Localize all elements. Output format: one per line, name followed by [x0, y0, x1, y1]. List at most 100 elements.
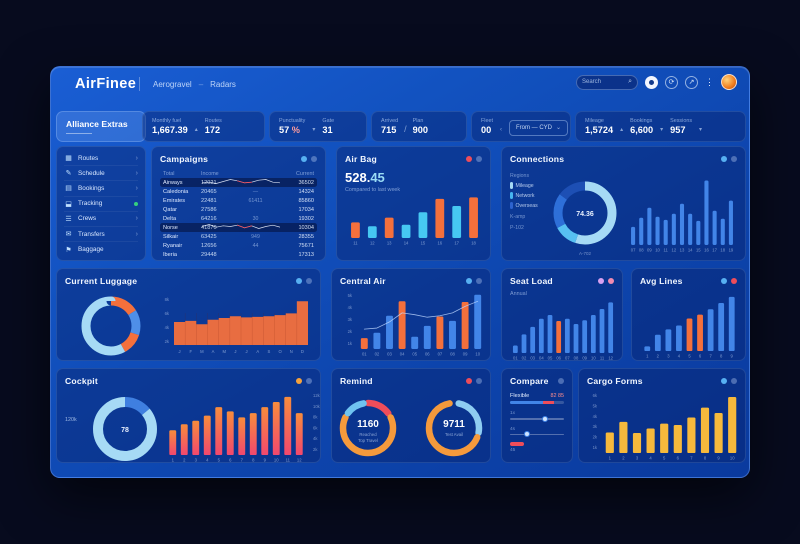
- svg-text:03: 03: [387, 352, 392, 357]
- svg-text:5k: 5k: [348, 293, 353, 298]
- svg-text:9: 9: [731, 354, 734, 359]
- status-dot: [721, 156, 727, 162]
- doc-icon: ▤: [65, 185, 72, 193]
- sidebar-item-schedule[interactable]: ✎ Schedule ›: [64, 166, 138, 182]
- sidebar-item-routes[interactable]: ▦ Routes ›: [64, 151, 138, 167]
- svg-text:13: 13: [387, 241, 392, 246]
- svg-text:8: 8: [720, 354, 723, 359]
- sidebar-item-bookings[interactable]: ▤ Bookings ›: [64, 181, 138, 197]
- breadcrumb-item[interactable]: Aerogravel: [153, 80, 192, 89]
- sidebar-item-label: Bookings: [78, 184, 105, 192]
- status-dot: [301, 156, 307, 162]
- svg-text:6k: 6k: [165, 311, 170, 316]
- avg-lines-bar-chart: 1 2 3 4 5 6 7 8 9: [640, 289, 737, 366]
- more-menu-icon[interactable]: ⋮: [705, 76, 714, 87]
- svg-text:F: F: [189, 349, 192, 354]
- panel-status-dots: [721, 278, 737, 284]
- svg-text:08: 08: [450, 352, 455, 357]
- chevron-down-icon: ⌄: [555, 125, 562, 131]
- svg-text:3k: 3k: [593, 424, 598, 429]
- panel-status-dots: [466, 156, 482, 162]
- svg-text:2: 2: [657, 354, 660, 359]
- panel-avg-lines: Avg Lines 1 2 3 4 5 6 7 8 9: [631, 268, 746, 361]
- trend-caret-icon: ‹: [499, 126, 502, 133]
- status-dot: [466, 378, 472, 384]
- panel-status-dots: [558, 378, 564, 384]
- sidebar-item-crews[interactable]: ☰ Crews ›: [64, 212, 138, 227]
- avatar[interactable]: [721, 74, 737, 90]
- compare-bar[interactable]: [510, 401, 564, 404]
- svg-text:04: 04: [539, 356, 544, 361]
- breadcrumb-separator: –: [198, 80, 204, 89]
- luggage-area-chart: 8k 6k 4k 2k J F M A M J J A S O N D: [157, 289, 313, 368]
- seat-svg: 01 02 03 04 05 06 07 08 09 10 11 12: [512, 302, 614, 361]
- svg-text:02: 02: [375, 352, 380, 357]
- kpi-card: Punctuality 57 % ▾ Gate 31: [269, 111, 367, 142]
- breadcrumb-item[interactable]: Radars: [210, 80, 236, 89]
- sidebar-item-label: Baggage: [78, 246, 104, 254]
- panel-campaigns: Campaigns Total Income Current Airways 1202…: [151, 146, 326, 261]
- compare-slider[interactable]: [510, 415, 564, 422]
- alliance-card[interactable]: Alliance Extras: [56, 111, 146, 142]
- sidebar-item-label: Crews: [78, 215, 97, 223]
- search-input[interactable]: Search ⌕: [576, 74, 638, 90]
- user-button[interactable]: [645, 75, 658, 89]
- svg-text:2k: 2k: [165, 339, 170, 344]
- status-dot: [731, 156, 737, 162]
- compare-slider[interactable]: [510, 431, 564, 437]
- svg-text:6: 6: [677, 456, 680, 461]
- cockpit-donut-svg: 78: [93, 397, 157, 461]
- svg-text:N: N: [290, 349, 293, 354]
- table-row[interactable]: Qatar 27586 17034: [163, 206, 314, 213]
- table-row[interactable]: Airways 12021 36502: [160, 178, 317, 187]
- table-row[interactable]: Silkair 63425 949 28355: [163, 233, 314, 240]
- status-dot: [466, 278, 472, 284]
- svg-text:17: 17: [712, 248, 717, 253]
- sidebar-item-transfers[interactable]: ✉ Transfers ›: [64, 227, 138, 243]
- svg-text:A: A: [256, 349, 259, 354]
- table-row[interactable]: Iberia 29448 17313: [163, 251, 314, 258]
- airbag-subtitle: Compared to last week: [345, 187, 401, 193]
- svg-text:8k: 8k: [313, 415, 318, 420]
- svg-text:07: 07: [438, 352, 443, 357]
- table-row[interactable]: Caledonia 20465—14324: [163, 188, 314, 195]
- svg-text:1160: 1160: [357, 419, 379, 430]
- svg-text:01: 01: [362, 352, 367, 357]
- breadcrumb: Aerogravel – Radars: [153, 80, 236, 89]
- slider-handle[interactable]: [524, 431, 531, 437]
- status-dot: [311, 156, 317, 162]
- svg-text:9: 9: [264, 458, 267, 463]
- slider-handle[interactable]: [542, 415, 549, 422]
- svg-text:12: 12: [370, 241, 375, 246]
- status-dot-green: [134, 201, 138, 206]
- svg-text:7: 7: [709, 354, 712, 359]
- table-row[interactable]: Norse 41870 10304: [160, 223, 317, 232]
- chevron-right-icon: ›: [135, 215, 138, 223]
- kpi-card: Arrived 715 / Plan 900: [371, 111, 467, 142]
- legend-item[interactable]: Overseas: [510, 202, 541, 209]
- table-row[interactable]: Emirates 22481 61411 85860: [163, 197, 314, 204]
- svg-text:14: 14: [404, 241, 409, 246]
- app-logo: AirFinee: [75, 76, 137, 92]
- route-dropdown[interactable]: From — CYD ⌄: [508, 119, 569, 136]
- sidebar-item-tracking[interactable]: ⬓ Tracking: [64, 197, 138, 212]
- pen-icon: ✎: [65, 170, 72, 178]
- svg-text:15: 15: [421, 241, 426, 246]
- sidebar: ▦ Routes › ✎ Schedule › ▤ Bookings › ⬓ Trackin…: [56, 146, 146, 261]
- svg-text:74.36: 74.36: [576, 211, 594, 218]
- svg-text:2k: 2k: [313, 447, 318, 452]
- svg-text:4k: 4k: [165, 325, 170, 330]
- share-button[interactable]: ↗: [685, 75, 698, 89]
- kpi-card: Mileage 1,5724 ▴ Bookings 6,600 ▾ Sessions 957 ▾: [575, 111, 746, 142]
- legend-item[interactable]: Network: [510, 192, 541, 199]
- panel-air-bag: Air Bag 528.45 Compared to last week 11 1…: [336, 146, 491, 261]
- svg-text:5k: 5k: [593, 403, 598, 408]
- chevron-right-icon: ›: [135, 169, 138, 177]
- table-row[interactable]: Ryanair 12656 44 75671: [163, 242, 314, 249]
- panel-cockpit: Cockpit 120k 78 1 2 3 4 5 6 7 8 9 10 11 12 12k 10k 8k 6…: [56, 368, 321, 463]
- table-row[interactable]: Delta 64216 30 19302: [163, 215, 314, 222]
- kpi-card: Fleet 00 ‹ From — CYD ⌄: [471, 111, 571, 142]
- sidebar-item-baggage[interactable]: ⚑ Baggage: [64, 242, 138, 257]
- legend-item[interactable]: Mileage: [510, 182, 541, 189]
- refresh-button[interactable]: ⟳: [665, 75, 678, 89]
